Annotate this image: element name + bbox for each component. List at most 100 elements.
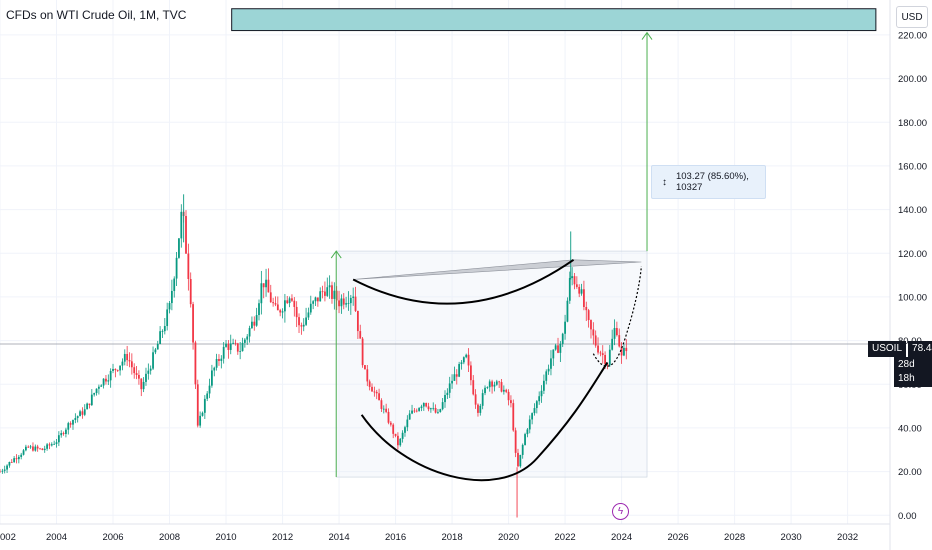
y-tick-label: 0.00 bbox=[898, 511, 917, 522]
candle-body bbox=[623, 347, 625, 356]
candle-body bbox=[557, 345, 559, 353]
candle-body bbox=[446, 392, 449, 395]
candle-body bbox=[469, 365, 472, 381]
candle-body bbox=[36, 446, 39, 449]
candle-body bbox=[380, 400, 383, 409]
candle-body bbox=[27, 446, 30, 448]
candle-body bbox=[375, 391, 378, 394]
candle-body bbox=[135, 373, 138, 375]
x-tick-label: 2026 bbox=[668, 532, 689, 543]
candle-body bbox=[173, 278, 176, 291]
candle-body bbox=[34, 446, 37, 451]
candle-body bbox=[599, 352, 602, 354]
candle-body bbox=[349, 297, 352, 304]
candle-body bbox=[309, 303, 312, 313]
candle-body bbox=[467, 354, 470, 366]
candle-body bbox=[458, 364, 461, 377]
candle-body bbox=[542, 380, 545, 391]
candle-body bbox=[512, 403, 515, 431]
candle-body bbox=[126, 353, 129, 361]
candle-body bbox=[222, 346, 225, 359]
candle-body bbox=[161, 331, 164, 332]
y-tick-label: 120.00 bbox=[898, 249, 927, 260]
candle-body bbox=[441, 402, 444, 410]
candle-body bbox=[545, 371, 548, 381]
measure-label[interactable]: ↕ 103.27 (85.60%), 10327 bbox=[651, 165, 766, 199]
x-tick-label: 2018 bbox=[441, 532, 462, 543]
candle-body bbox=[437, 411, 439, 413]
candle-body bbox=[347, 303, 350, 304]
candle-body bbox=[585, 306, 588, 311]
candle-body bbox=[531, 413, 534, 420]
candle-body bbox=[486, 387, 489, 388]
candle-body bbox=[597, 345, 599, 353]
candle-body bbox=[448, 383, 451, 393]
candle-body bbox=[50, 444, 53, 446]
candle-body bbox=[307, 312, 310, 318]
candle-body bbox=[326, 287, 329, 296]
candle-body bbox=[13, 458, 16, 463]
candle-body bbox=[510, 400, 512, 404]
candle-body bbox=[251, 321, 253, 329]
candle-body bbox=[43, 448, 46, 451]
candle-body bbox=[474, 394, 477, 405]
candle-body bbox=[361, 338, 364, 366]
y-tick-label: 40.00 bbox=[898, 423, 922, 434]
candle-body bbox=[194, 342, 197, 385]
lightning-icon[interactable]: ϟ bbox=[612, 503, 629, 520]
candle-body bbox=[352, 296, 355, 298]
candle-body bbox=[79, 411, 81, 417]
candle-body bbox=[295, 306, 298, 318]
candle-body bbox=[521, 444, 524, 455]
candle-body bbox=[234, 342, 237, 344]
candle-body bbox=[404, 427, 406, 433]
candle-body bbox=[128, 360, 131, 362]
rim-curve[interactable] bbox=[352, 258, 575, 305]
target-arrow[interactable] bbox=[641, 31, 653, 252]
candle-body bbox=[345, 303, 348, 305]
x-tick-label: 2012 bbox=[272, 532, 293, 543]
measure-arrow[interactable] bbox=[330, 250, 342, 478]
y-tick-label: 100.00 bbox=[898, 292, 927, 303]
symbol-label: USOIL bbox=[868, 341, 907, 357]
candle-body bbox=[342, 298, 345, 305]
candle-body bbox=[331, 285, 333, 299]
x-tick-label: 2016 bbox=[385, 532, 406, 543]
candle-body bbox=[364, 365, 366, 370]
candle-body bbox=[394, 433, 397, 436]
currency-button[interactable]: USD bbox=[896, 6, 928, 28]
candle-body bbox=[439, 409, 442, 412]
candle-body bbox=[243, 339, 246, 343]
price-axis[interactable]: 0.0020.0040.0060.0080.00100.00120.00140.… bbox=[898, 30, 927, 521]
x-tick-label: 2030 bbox=[781, 532, 802, 543]
candle-body bbox=[373, 391, 376, 393]
candle-body bbox=[175, 257, 178, 279]
last-price-value: 78.44 bbox=[908, 341, 932, 357]
candle-body bbox=[566, 300, 569, 322]
candle-body bbox=[568, 278, 571, 301]
candle-body bbox=[276, 304, 279, 311]
candle-body bbox=[615, 328, 618, 336]
y-tick-label: 220.00 bbox=[898, 30, 927, 41]
candle-body bbox=[189, 279, 192, 305]
candle-body bbox=[528, 419, 531, 430]
y-tick-label: 140.00 bbox=[898, 205, 927, 216]
x-tick-label: 2006 bbox=[102, 532, 123, 543]
candle-body bbox=[291, 298, 293, 301]
candle-body bbox=[378, 393, 380, 401]
measure-text: 103.27 (85.60%), 10327 bbox=[675, 171, 749, 193]
time-axis[interactable]: 002 2004 2006 2008 2010 2012 2014 2016 2018 2020 2… bbox=[0, 532, 858, 543]
candle-body bbox=[604, 355, 607, 365]
handle-curve[interactable] bbox=[592, 266, 642, 367]
x-tick-label: 2028 bbox=[724, 532, 745, 543]
cup-curve[interactable] bbox=[360, 361, 609, 482]
candle-body bbox=[199, 415, 202, 426]
bar-countdown: 28d 18h bbox=[894, 357, 932, 387]
candle-body bbox=[451, 380, 453, 384]
candle-body bbox=[366, 369, 369, 382]
candle-body bbox=[39, 448, 41, 450]
candle-body bbox=[316, 297, 319, 302]
target-zone[interactable] bbox=[231, 8, 877, 32]
candle-body bbox=[321, 291, 324, 293]
